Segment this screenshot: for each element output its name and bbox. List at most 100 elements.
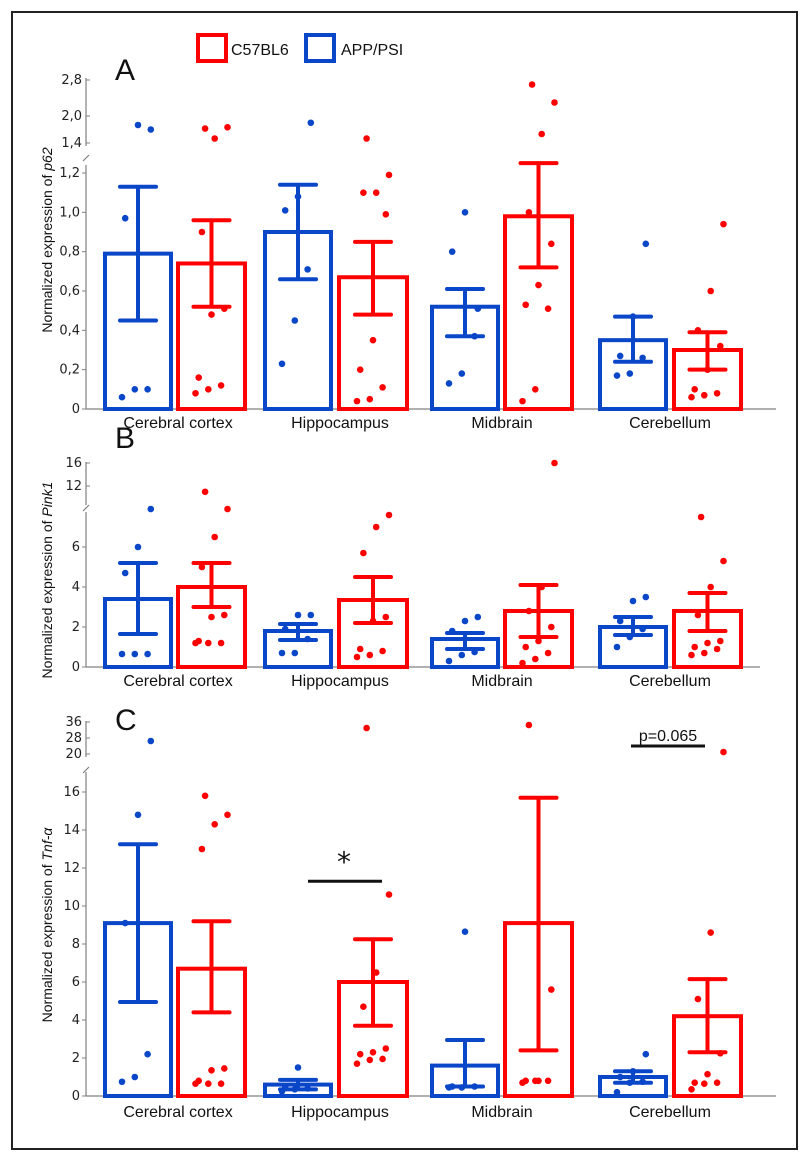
data-point xyxy=(522,1077,530,1085)
data-point xyxy=(691,643,699,651)
data-point xyxy=(198,228,206,236)
data-point xyxy=(688,393,695,401)
data-point xyxy=(131,386,139,393)
data-point xyxy=(613,643,621,651)
data-point xyxy=(369,336,377,344)
data-point xyxy=(382,211,390,218)
data-point xyxy=(205,386,212,393)
data-point xyxy=(474,305,482,313)
axis-break-mark xyxy=(82,766,90,774)
data-point xyxy=(205,639,212,647)
data-point xyxy=(532,655,539,663)
data-point xyxy=(385,511,393,519)
data-point xyxy=(372,969,380,976)
data-point xyxy=(519,659,526,667)
data-point xyxy=(707,929,715,936)
data-point xyxy=(294,1064,302,1071)
data-point xyxy=(616,1073,624,1081)
data-point xyxy=(701,1080,708,1087)
panel-letter: C xyxy=(115,704,137,737)
data-point xyxy=(538,583,546,591)
category-label: Midbrain xyxy=(471,673,532,690)
y-tick-label: 0 xyxy=(72,402,80,417)
data-point xyxy=(471,332,478,340)
data-point xyxy=(192,389,199,397)
data-point xyxy=(717,342,724,350)
data-point xyxy=(147,126,155,133)
data-point xyxy=(360,549,367,557)
y-tick-label: 2 xyxy=(72,620,80,635)
data-point xyxy=(613,372,621,379)
axis-break-mark xyxy=(82,504,90,512)
data-point xyxy=(134,543,142,551)
data-point xyxy=(544,305,552,313)
y-tick-label: 16 xyxy=(65,456,82,471)
data-point xyxy=(353,397,361,405)
data-point xyxy=(217,382,225,389)
figure-frame xyxy=(11,11,798,1150)
data-point xyxy=(281,625,289,633)
data-point xyxy=(294,611,302,619)
category-label: Cerebellum xyxy=(629,673,711,690)
data-point xyxy=(519,397,526,405)
data-point xyxy=(548,623,555,631)
data-point xyxy=(134,121,142,129)
data-point xyxy=(704,366,711,373)
data-point xyxy=(366,395,374,403)
data-point xyxy=(198,563,206,571)
data-point xyxy=(551,459,558,467)
data-point xyxy=(613,1088,621,1096)
data-point xyxy=(221,611,228,619)
data-point xyxy=(278,649,286,657)
y-tick-label: 0,2 xyxy=(59,363,80,378)
data-point xyxy=(195,374,202,381)
data-point xyxy=(360,1003,367,1011)
data-point xyxy=(208,311,215,318)
data-point xyxy=(360,189,367,196)
y-tick-label: 6 xyxy=(72,975,80,990)
data-point xyxy=(294,193,302,200)
y-axis-label: Normalized expression of Tnf-α xyxy=(39,827,55,1023)
y-tick-label: 0,4 xyxy=(59,323,80,338)
y-tick-label: 14 xyxy=(63,823,80,838)
data-point xyxy=(522,643,530,651)
data-point xyxy=(548,986,555,993)
data-point xyxy=(544,649,552,657)
category-label: Hippocampus xyxy=(291,415,389,432)
y-tick-label: 0,6 xyxy=(59,284,80,299)
data-point xyxy=(353,1060,361,1067)
category-label: Cerebral cortex xyxy=(123,415,232,432)
data-point xyxy=(134,811,142,819)
data-point xyxy=(211,135,218,142)
data-point xyxy=(369,1049,377,1056)
data-point xyxy=(525,209,533,216)
data-point xyxy=(121,569,129,577)
data-point xyxy=(639,625,646,633)
data-point xyxy=(616,617,624,625)
panel-c: C Normalized expression of Tnf-α 0 2 4 6 8 10 12… xyxy=(39,704,776,1121)
data-point xyxy=(201,488,209,496)
data-point xyxy=(626,370,634,377)
data-point xyxy=(372,523,380,531)
data-point xyxy=(278,360,286,368)
data-point xyxy=(532,386,539,393)
data-point xyxy=(642,593,650,601)
data-point xyxy=(211,821,218,828)
data-point xyxy=(307,119,315,127)
data-point xyxy=(205,1080,212,1087)
data-point xyxy=(544,1077,552,1085)
data-point xyxy=(525,607,533,615)
data-point xyxy=(217,639,225,647)
data-point xyxy=(118,393,126,401)
data-point xyxy=(717,637,724,645)
legend: C57BL6 APP/PSI xyxy=(196,33,403,63)
data-point xyxy=(694,327,702,334)
data-point xyxy=(551,99,558,106)
data-point xyxy=(382,1045,390,1052)
data-point xyxy=(353,653,361,661)
data-point xyxy=(535,1077,542,1085)
data-point xyxy=(121,214,129,222)
category-label: Midbrain xyxy=(471,415,532,432)
data-point xyxy=(713,645,721,653)
